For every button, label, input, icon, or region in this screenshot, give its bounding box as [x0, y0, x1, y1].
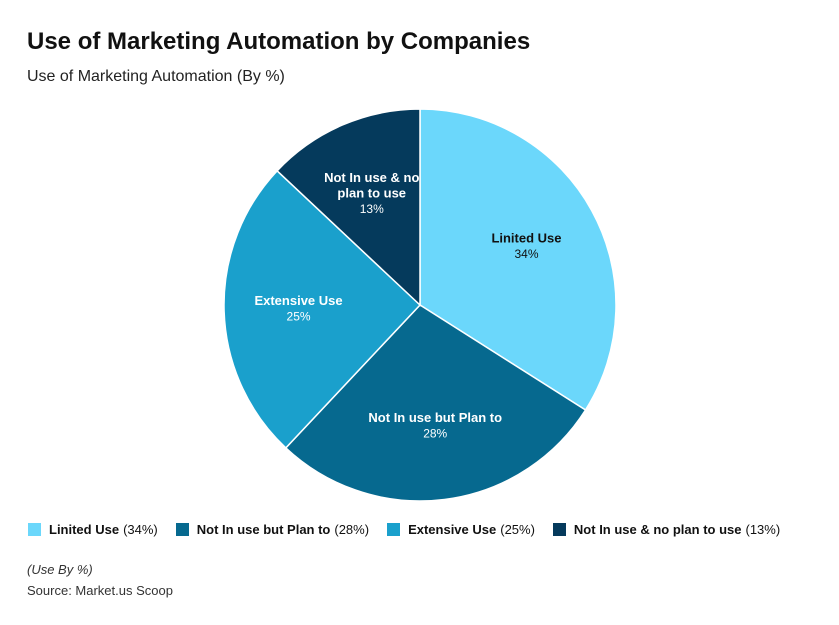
slice-value: 13%: [360, 202, 384, 216]
legend-label: Extensive Use: [408, 522, 497, 537]
pie-slice: [284, 304, 587, 502]
legend-value: (28%): [334, 522, 370, 537]
legend-label: Not In use & no plan to use: [573, 522, 742, 537]
slice-label: Not In use & no plan to use 13%: [324, 170, 419, 216]
pie-slice: [419, 108, 617, 412]
slice-name: plan to use: [337, 185, 406, 200]
pie-slice: [276, 108, 421, 307]
slice-value: 28%: [423, 426, 447, 440]
legend-label: Linited Use: [49, 522, 120, 537]
footnote: (Use By %): [27, 562, 93, 577]
slice-value: 25%: [287, 310, 311, 324]
legend-swatch: [175, 523, 189, 536]
slice-name: Not In use but Plan to: [368, 410, 502, 425]
slice-label: Linited Use 34%: [491, 231, 561, 262]
legend-item: Linited Use (34%): [28, 522, 158, 537]
legend-item: Not In use & no plan to use (13%): [552, 522, 781, 537]
slice-value: 34%: [514, 247, 538, 261]
legend-swatch: [552, 523, 566, 536]
legend-swatch: [28, 523, 41, 536]
chart-title: Use of Marketing Automation by Companies: [27, 28, 531, 55]
slice-label: Extensive Use 25%: [254, 293, 342, 324]
legend-value: (13%): [745, 522, 781, 537]
source-text: Source: Market.us Scoop: [27, 583, 173, 598]
legend-item: Not In use but Plan to (28%): [175, 522, 370, 537]
legend-value: (34%): [123, 522, 158, 537]
pie-chart: Linited Use 34% Not In use but Plan to 28% E…: [223, 108, 617, 502]
legend: Linited Use (34%) Not In use but Plan to (2…: [28, 522, 798, 537]
legend-label: Not In use but Plan to: [196, 522, 331, 537]
slice-label: Not In use but Plan to 28%: [368, 410, 502, 441]
chart-subtitle: Use of Marketing Automation (By %): [27, 68, 285, 85]
pie-slice: [223, 169, 422, 449]
legend-swatch: [387, 523, 401, 536]
slice-name: Extensive Use: [254, 293, 342, 308]
legend-value: (25%): [500, 522, 535, 537]
slice-name: Not In use & no: [324, 170, 419, 185]
legend-item: Extensive Use (25%): [387, 522, 535, 537]
slice-name: Linited Use: [491, 231, 561, 246]
